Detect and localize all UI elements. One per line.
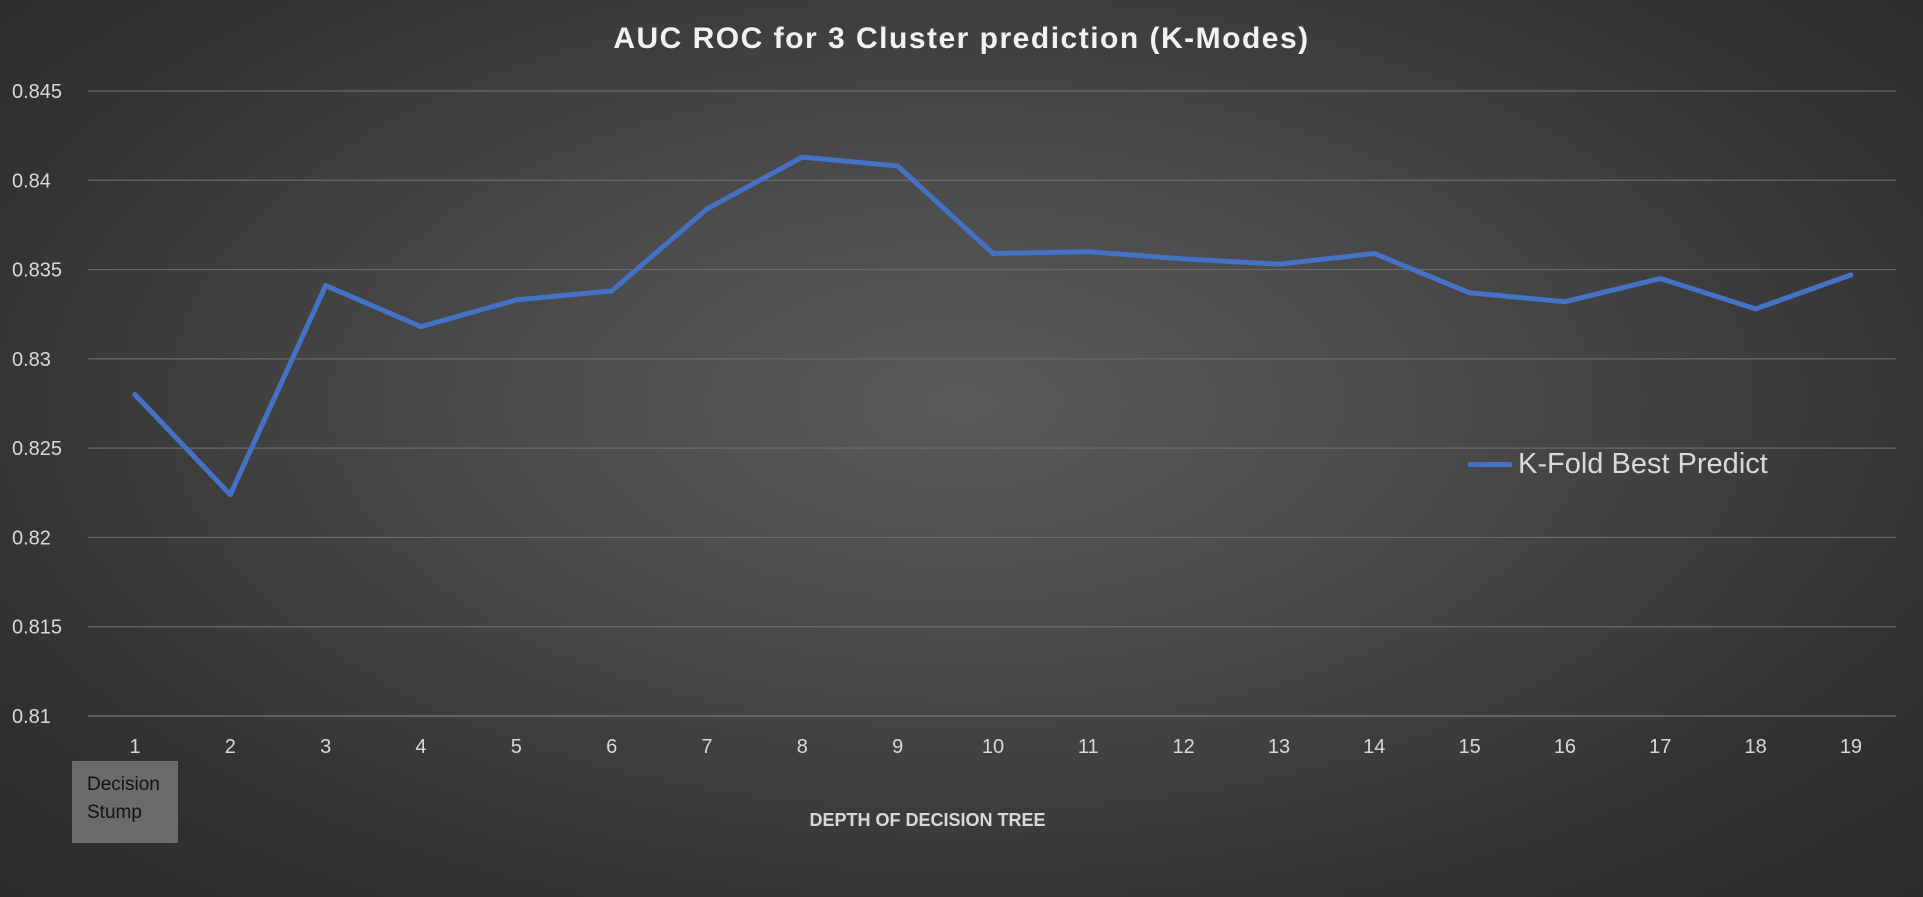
x-tick-label: 9 [892, 736, 903, 758]
decision-stump-annotation: Decision Stump [72, 761, 178, 843]
data-point [990, 251, 996, 256]
data-point [1562, 299, 1568, 305]
legend-label: K-Fold Best Predict [1518, 448, 1768, 480]
y-tick-label: 0.84 [12, 170, 51, 192]
data-point [1085, 249, 1091, 255]
y-tick-label: 0.82 [12, 527, 51, 549]
annotation-line-1: Decision [87, 774, 160, 795]
data-point [799, 154, 805, 160]
data-point [704, 206, 710, 212]
data-point [895, 163, 901, 169]
annotation-line-2: Stump [87, 802, 142, 823]
x-tick-label: 19 [1840, 736, 1862, 758]
x-axis-ticks: 1 2 3 4 5 6 7 8 9 10 11 12 13 14 15 16 17 18 19 [129, 736, 1862, 758]
y-tick-label: 0.83 [12, 349, 51, 371]
y-tick-label: 0.845 [12, 81, 62, 103]
x-tick-label: 12 [1173, 736, 1195, 758]
x-tick-label: 13 [1268, 736, 1290, 758]
legend: K-Fold Best Predict [1468, 448, 1768, 481]
data-point [609, 288, 615, 294]
series-layer [132, 154, 1854, 498]
data-point [227, 492, 233, 498]
chart-title: AUC ROC for 3 Cluster prediction (K-Mode… [613, 22, 1310, 55]
data-point [1753, 306, 1759, 312]
data-point [1657, 276, 1663, 281]
gridlines [88, 90, 1896, 717]
x-tick-label: 15 [1458, 736, 1480, 758]
data-point [323, 283, 329, 289]
data-point [1276, 261, 1282, 267]
series-line [132, 154, 1854, 498]
data-point [1371, 251, 1377, 256]
x-tick-label: 3 [320, 736, 331, 758]
x-tick-label: 5 [511, 736, 522, 758]
legend-swatch [1468, 462, 1512, 467]
x-tick-label: 8 [797, 736, 808, 758]
x-tick-label: 18 [1744, 736, 1766, 758]
y-tick-label: 0.81 [12, 706, 51, 728]
y-tick-label: 0.825 [12, 438, 62, 460]
data-point [132, 392, 138, 398]
data-point [1181, 256, 1187, 262]
x-tick-label: 17 [1649, 736, 1671, 758]
x-tick-label: 16 [1554, 736, 1576, 758]
x-tick-label: 7 [701, 736, 712, 758]
y-axis-ticks: 0.81 0.815 0.82 0.825 0.83 0.835 0.84 0.845 [12, 81, 62, 728]
x-tick-label: 1 [129, 736, 140, 758]
x-tick-label: 4 [415, 736, 426, 758]
x-tick-label: 2 [225, 736, 236, 758]
x-tick-label: 14 [1363, 736, 1385, 758]
data-point [1467, 290, 1473, 296]
x-tick-label: 6 [606, 736, 617, 758]
x-axis-label: DEPTH OF DECISION TREE [809, 810, 1046, 830]
y-tick-label: 0.815 [12, 617, 62, 639]
data-point [418, 324, 424, 330]
x-tick-label: 10 [982, 736, 1004, 758]
x-tick-label: 11 [1078, 736, 1099, 758]
data-point [1848, 272, 1854, 278]
data-point [513, 297, 519, 303]
y-tick-label: 0.835 [12, 260, 62, 282]
